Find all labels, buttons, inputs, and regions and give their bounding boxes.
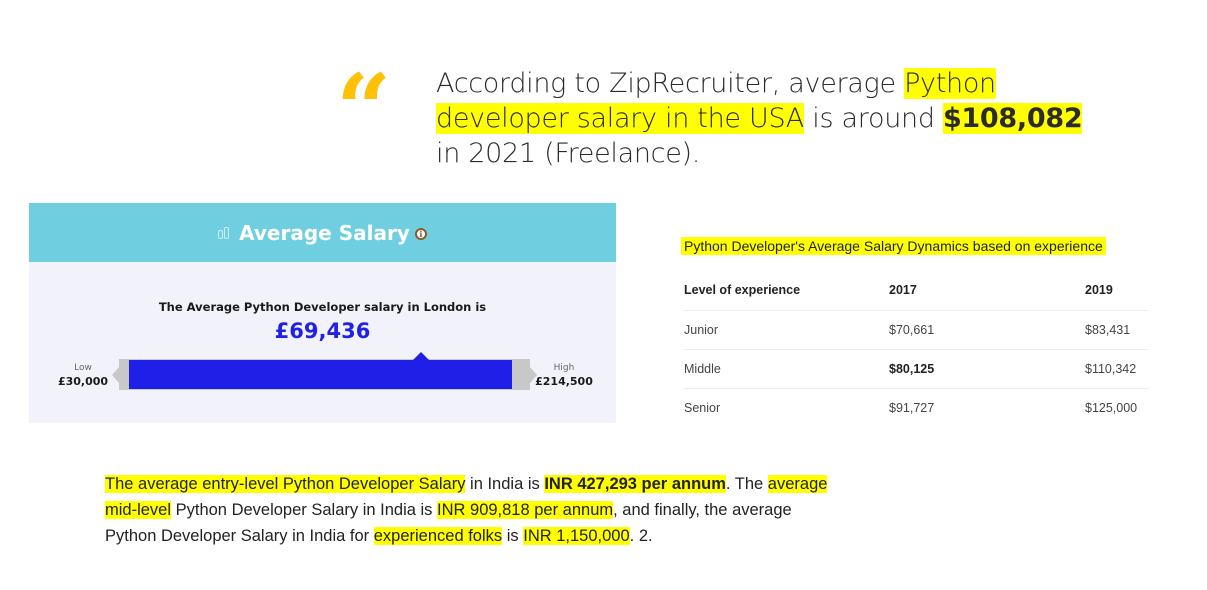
range-low-label: Low (74, 363, 92, 373)
text-segment: , and finally, the average Python Develo… (105, 501, 792, 545)
average-salary-card: Average Salary i The Average Python Deve… (29, 203, 616, 423)
cell-2017: $91,727 (889, 400, 935, 415)
table-row: Middle $80,125 $110,342 (684, 349, 1149, 389)
cell-2017: $70,661 (889, 310, 1085, 350)
range-left-arrow-icon (112, 367, 119, 383)
cell-2019: $83,431 (1085, 310, 1149, 350)
cell-2019: $110,342 (1085, 349, 1149, 389)
range-high: High £214,500 (534, 363, 594, 388)
cell-level: Junior (684, 310, 889, 350)
text-segment: in India is (465, 475, 545, 493)
highlight-entry-salary: INR 427,293 per annum (544, 475, 726, 493)
dynamics-table-title: Python Developer's Average Salary Dynami… (681, 237, 1106, 255)
range-right-arrow-icon (530, 367, 537, 383)
average-pointer-icon (413, 352, 429, 360)
quote-segment: According to ZipRecruiter, average (436, 68, 905, 99)
salary-range-fill (129, 352, 512, 389)
column-header-level: Level of experience (684, 270, 889, 311)
text-segment: . The (725, 475, 768, 493)
highlight-entry-level: The average entry-level Python Developer… (105, 475, 466, 493)
cell-2017: $80,125 (889, 349, 1085, 389)
table-row: Junior $70,661 $83,431 (684, 310, 1149, 350)
average-salary-value: £69,436 (274, 319, 371, 343)
average-salary-header: Average Salary i (29, 203, 616, 262)
quote-open-icon: “ (336, 53, 391, 166)
quote-highlight-salary: $108,082 (942, 103, 1083, 134)
average-salary-title: Average Salary (239, 220, 410, 245)
india-salary-paragraph: The average entry-level Python Developer… (105, 471, 845, 549)
text-segment: . 2. (629, 527, 653, 545)
table-row: Senior $91,727 $125,000 (684, 388, 1149, 427)
salary-dynamics-table: Level of experience 2017 2019 Junior $70… (684, 270, 1149, 427)
cell-2019: $125,000 (1085, 400, 1138, 415)
text-segment: Python Developer Salary in India is (171, 501, 438, 519)
quote-segment: is around (803, 103, 943, 134)
table-header-row: Level of experience 2017 2019 (684, 270, 1149, 311)
range-high-value: £214,500 (535, 375, 593, 388)
average-salary-subtitle: The Average Python Developer salary in L… (158, 300, 487, 314)
highlight-mid-salary: INR 909,818 per annum (437, 501, 614, 519)
quote-segment: in 2021 (Freelance). (436, 138, 701, 169)
salary-range-bar (112, 352, 537, 390)
text-segment: is (502, 527, 524, 545)
quote-text: According to ZipRecruiter, average Pytho… (436, 66, 1096, 171)
highlight-experienced: experienced folks (373, 527, 503, 545)
coins-icon (218, 226, 230, 239)
range-low: Low £30,000 (55, 363, 111, 388)
column-header-2017: 2017 (889, 270, 1085, 311)
cell-level: Senior (684, 400, 721, 415)
info-icon[interactable]: i (414, 228, 427, 240)
range-high-label: High (553, 363, 575, 373)
highlight-experienced-salary: INR 1,150,000 (523, 527, 630, 545)
range-low-value: £30,000 (57, 375, 109, 388)
column-header-2019: 2019 (1085, 270, 1149, 311)
cell-level: Middle (684, 349, 889, 389)
